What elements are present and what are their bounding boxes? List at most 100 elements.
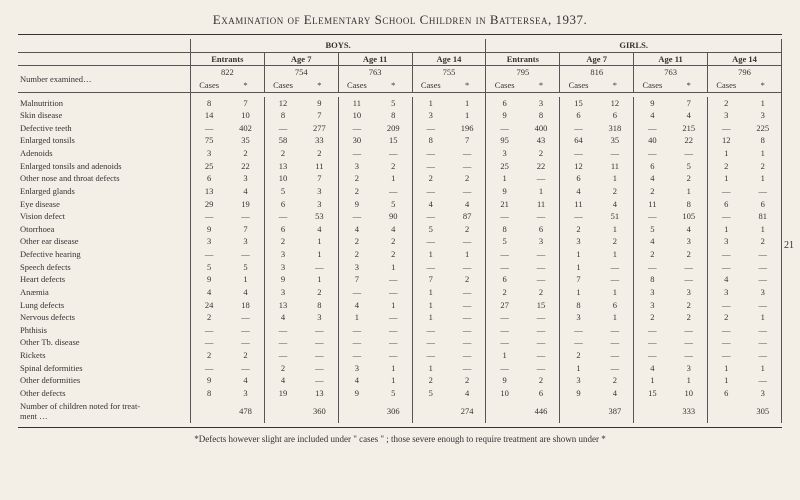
data-cell: 2 — [227, 349, 264, 362]
data-cell: 1 — [708, 362, 745, 375]
row-label: Vision defect — [18, 210, 190, 223]
data-cell: — — [227, 311, 264, 324]
data-cell: 1 — [412, 286, 449, 299]
data-cell: — — [597, 349, 634, 362]
data-cell: — — [523, 311, 560, 324]
data-cell: 8 — [744, 134, 781, 147]
row-label: Other nose and throat defects — [18, 172, 190, 185]
data-cell: 3 — [671, 235, 708, 248]
data-cell: 2 — [597, 185, 634, 198]
data-cell: 6 — [523, 387, 560, 400]
data-cell: — — [671, 349, 708, 362]
data-cell: 4 — [227, 286, 264, 299]
data-cell: — — [449, 185, 486, 198]
data-cell: 8 — [560, 299, 597, 312]
data-cell: — — [412, 122, 449, 135]
data-cell: — — [486, 311, 523, 324]
data-cell: 58 — [264, 134, 301, 147]
data-cell: 1 — [597, 172, 634, 185]
age-header: Entrants — [190, 52, 264, 66]
data-cell: 8 — [671, 198, 708, 211]
row-label: Anæmia — [18, 286, 190, 299]
table-row: Vision defect———53—90—87———51—105—81 — [18, 210, 782, 223]
data-cell: 4 — [227, 374, 264, 387]
data-cell: — — [449, 160, 486, 173]
data-cell: 3 — [264, 286, 301, 299]
subcol-star: * — [597, 79, 634, 92]
data-cell: 1 — [560, 362, 597, 375]
data-cell: 1 — [338, 311, 375, 324]
data-cell: 3 — [227, 172, 264, 185]
data-cell: 9 — [190, 273, 227, 286]
data-cell: 1 — [375, 362, 412, 375]
table-row: Other defects831913955410694151063 — [18, 387, 782, 400]
data-cell: — — [634, 349, 671, 362]
data-cell: 2 — [671, 311, 708, 324]
number-examined-row: Number examined… 822 754 763 755 795 816… — [18, 66, 782, 79]
row-label: Enlarged tonsils and adenoids — [18, 160, 190, 173]
age-header: Age 7 — [264, 52, 338, 66]
data-cell: 2 — [523, 374, 560, 387]
data-cell: 3 — [523, 235, 560, 248]
table-row: Rickets22——————1—2————— — [18, 349, 782, 362]
data-cell: 2 — [227, 147, 264, 160]
data-cell: — — [190, 324, 227, 337]
data-cell: 7 — [412, 273, 449, 286]
data-cell: 2 — [744, 160, 781, 173]
data-cell: 7 — [449, 134, 486, 147]
data-cell: 1 — [744, 362, 781, 375]
subcol-star: * — [523, 79, 560, 92]
data-cell: 3 — [264, 261, 301, 274]
data-cell: 1 — [523, 185, 560, 198]
data-cell: 90 — [375, 210, 412, 223]
data-cell: — — [671, 147, 708, 160]
data-cell: 9 — [560, 387, 597, 400]
data-cell: 1 — [560, 248, 597, 261]
data-cell: — — [708, 248, 745, 261]
row-label: Enlarged glands — [18, 185, 190, 198]
examined-count: 822 — [190, 66, 264, 79]
data-cell: 3 — [523, 97, 560, 110]
data-cell: — — [744, 299, 781, 312]
data-cell: 8 — [412, 134, 449, 147]
subcol-star: * — [301, 79, 338, 92]
data-cell: 2 — [671, 172, 708, 185]
examined-count: 795 — [486, 66, 560, 79]
data-cell: — — [597, 362, 634, 375]
data-cell: 1 — [597, 286, 634, 299]
data-cell: — — [227, 336, 264, 349]
data-cell: 105 — [671, 210, 708, 223]
data-cell: 87 — [449, 210, 486, 223]
subcol-cases: Cases — [264, 79, 301, 92]
data-cell: 3 — [708, 286, 745, 299]
table-row: Adenoids3222————32————11 — [18, 147, 782, 160]
data-cell: 1 — [486, 349, 523, 362]
table-row: Enlarged glands134532———914221—— — [18, 185, 782, 198]
data-cell: — — [227, 324, 264, 337]
data-cell: 3 — [671, 286, 708, 299]
data-cell: — — [190, 362, 227, 375]
data-cell: 5 — [486, 235, 523, 248]
table-row: Defective teeth—402—277—209—196—400—318—… — [18, 122, 782, 135]
data-cell: 1 — [708, 223, 745, 236]
total-value: 387 — [597, 400, 634, 423]
data-cell: 9 — [338, 198, 375, 211]
data-cell: — — [708, 261, 745, 274]
data-cell: 6 — [264, 223, 301, 236]
data-cell: 30 — [338, 134, 375, 147]
data-cell: 5 — [375, 198, 412, 211]
data-cell: — — [523, 324, 560, 337]
data-cell: 40 — [634, 134, 671, 147]
data-cell: — — [634, 336, 671, 349]
data-cell: 4 — [634, 109, 671, 122]
data-cell: 3 — [301, 198, 338, 211]
data-cell: — — [560, 210, 597, 223]
row-label: Other defects — [18, 387, 190, 400]
age-header: Age 11 — [634, 52, 708, 66]
row-label: Lung defects — [18, 299, 190, 312]
data-cell: 1 — [560, 261, 597, 274]
data-cell: 1 — [671, 374, 708, 387]
data-cell: 15 — [375, 134, 412, 147]
data-cell: — — [412, 147, 449, 160]
data-cell: 8 — [264, 109, 301, 122]
